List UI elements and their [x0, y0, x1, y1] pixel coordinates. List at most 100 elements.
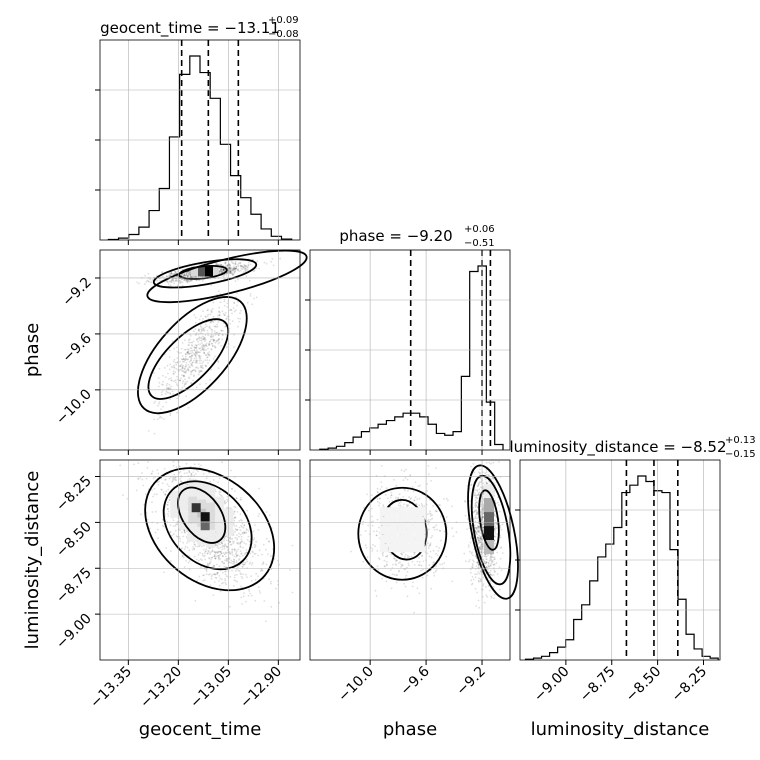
sample-point — [488, 565, 490, 568]
sample-point — [475, 513, 477, 516]
sample-point — [477, 493, 480, 496]
sample-point — [169, 393, 172, 395]
sample-point — [211, 344, 214, 347]
sample-point — [184, 353, 187, 356]
sample-point — [158, 401, 161, 403]
sample-point — [238, 532, 240, 535]
sample-point — [203, 351, 206, 354]
density-cell — [406, 525, 416, 535]
sample-point — [238, 320, 241, 323]
sample-point — [181, 284, 184, 287]
sample-point — [229, 536, 232, 538]
sample-point — [233, 585, 235, 587]
sample-point — [182, 541, 185, 544]
sample-point — [395, 581, 398, 584]
sample-point — [199, 351, 201, 354]
sample-point — [231, 551, 234, 554]
sample-point — [189, 373, 192, 376]
sample-point — [161, 417, 163, 419]
sample-point — [499, 536, 502, 539]
sample-point — [371, 515, 373, 518]
sample-point — [191, 361, 194, 364]
sample-point — [219, 557, 222, 560]
sample-point — [492, 563, 495, 566]
sample-point — [482, 508, 485, 511]
sample-point — [211, 320, 214, 323]
contour-lower-1sigma — [147, 318, 230, 400]
sample-point — [187, 363, 190, 366]
sample-point — [234, 269, 237, 272]
sample-point — [205, 573, 208, 576]
sample-point — [235, 555, 238, 558]
sample-point — [482, 503, 484, 506]
sample-point — [191, 363, 193, 366]
sample-point — [185, 361, 188, 364]
sample-point — [230, 266, 233, 269]
sample-point — [229, 271, 232, 273]
sample-point — [482, 482, 485, 485]
sample-point — [190, 472, 193, 475]
sample-point — [226, 546, 229, 549]
sample-point — [240, 553, 243, 555]
sample-point — [452, 535, 455, 538]
sample-point — [226, 272, 229, 275]
density-cell — [197, 526, 207, 536]
sample-point — [246, 301, 249, 304]
sample-point — [395, 484, 398, 487]
sample-point — [168, 275, 171, 277]
sample-point — [194, 354, 197, 357]
sample-point — [492, 478, 495, 480]
sample-point — [152, 477, 155, 480]
sample-point — [267, 553, 269, 556]
sample-point — [230, 543, 233, 546]
sample-point — [264, 548, 267, 551]
x-tick-label-geocent_time: −13.05 — [187, 664, 235, 712]
sample-point — [194, 473, 197, 475]
sample-point — [202, 367, 205, 369]
sample-point — [195, 346, 198, 349]
sample-point — [259, 592, 262, 594]
density-cell — [205, 266, 213, 277]
sample-point — [233, 548, 236, 551]
sample-point — [167, 515, 170, 517]
density-cell — [415, 534, 425, 544]
sample-point — [240, 596, 243, 599]
sample-point — [216, 551, 218, 554]
sample-point — [472, 511, 475, 513]
sample-point — [234, 263, 237, 265]
sample-point — [181, 386, 184, 389]
sample-point — [169, 349, 171, 352]
sample-point — [475, 510, 478, 512]
sample-point — [184, 355, 187, 358]
sample-point — [406, 570, 409, 573]
sample-point — [217, 360, 220, 362]
sample-point — [477, 531, 480, 533]
sample-point — [219, 550, 222, 553]
sample-point — [249, 263, 252, 266]
sample-point — [224, 500, 226, 502]
sample-point — [216, 339, 218, 342]
sample-point — [233, 271, 236, 273]
sample-point — [491, 561, 494, 563]
sample-point — [233, 510, 236, 513]
sample-point — [190, 381, 192, 384]
sample-point — [237, 268, 240, 271]
sample-point — [234, 528, 237, 530]
sample-point — [212, 339, 215, 341]
sample-point — [229, 271, 232, 273]
sample-point — [148, 280, 150, 283]
sample-point — [269, 555, 272, 558]
sample-point — [263, 261, 266, 264]
density-cell — [206, 511, 216, 521]
sample-point — [205, 570, 208, 572]
sample-point — [382, 554, 384, 557]
sample-point — [188, 338, 191, 341]
sample-point — [435, 524, 438, 527]
sample-point — [232, 262, 235, 265]
sample-point — [476, 513, 478, 515]
sample-point — [184, 367, 186, 370]
sample-point — [435, 569, 438, 571]
sample-point — [145, 477, 148, 480]
sample-point — [209, 480, 212, 483]
sample-point — [377, 526, 380, 529]
